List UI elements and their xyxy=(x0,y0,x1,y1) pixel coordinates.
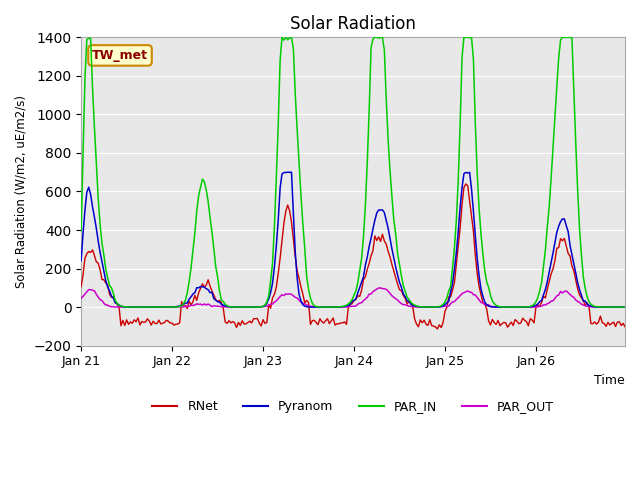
Title: Solar Radiation: Solar Radiation xyxy=(290,15,416,33)
X-axis label: Time: Time xyxy=(595,374,625,387)
Y-axis label: Solar Radiation (W/m2, uE/m2/s): Solar Radiation (W/m2, uE/m2/s) xyxy=(15,95,28,288)
Legend: RNet, Pyranom, PAR_IN, PAR_OUT: RNet, Pyranom, PAR_IN, PAR_OUT xyxy=(147,395,559,418)
Text: TW_met: TW_met xyxy=(92,49,148,62)
